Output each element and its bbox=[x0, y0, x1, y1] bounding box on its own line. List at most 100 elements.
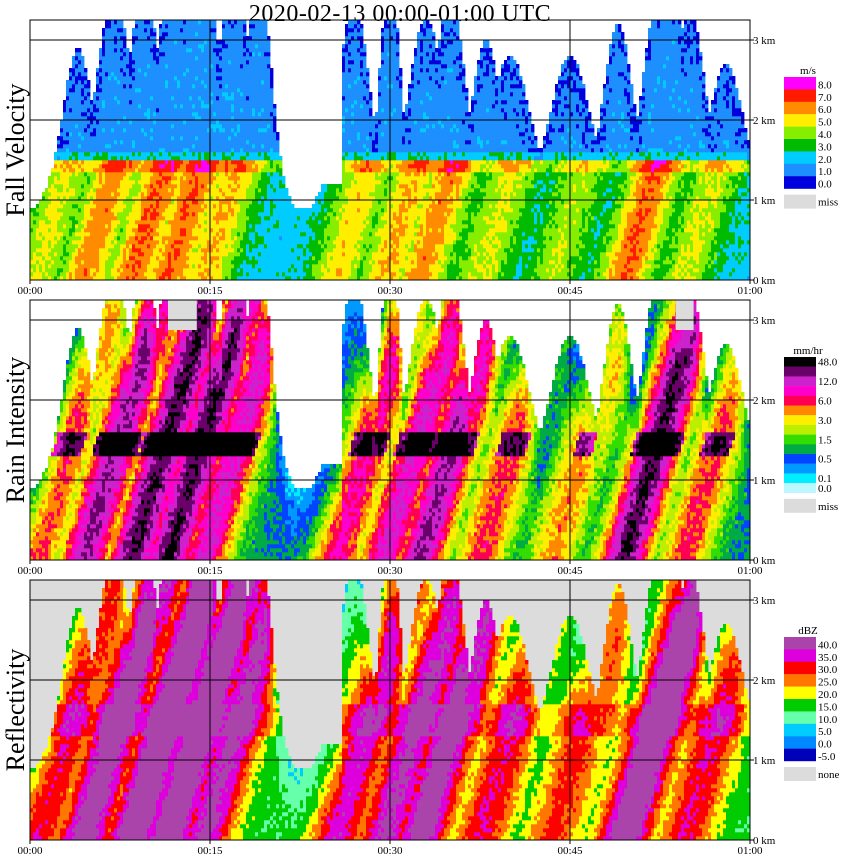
heatmap-cell bbox=[267, 128, 270, 132]
heatmap-cell bbox=[237, 140, 240, 144]
heatmap-cell bbox=[135, 88, 138, 92]
heatmap-cell bbox=[198, 268, 201, 272]
heatmap-cell bbox=[249, 124, 252, 128]
heatmap-cell bbox=[225, 224, 228, 228]
heatmap-cell bbox=[222, 120, 225, 124]
heatmap-cell bbox=[111, 240, 114, 244]
heatmap-cell bbox=[120, 172, 123, 176]
heatmap-cell bbox=[138, 136, 141, 140]
heatmap-cell bbox=[177, 60, 180, 64]
heatmap-cell bbox=[210, 220, 213, 224]
heatmap-cell bbox=[255, 124, 258, 128]
heatmap-cell bbox=[168, 20, 171, 24]
heatmap-cell bbox=[162, 272, 165, 276]
heatmap-cell bbox=[57, 180, 60, 184]
heatmap-cell bbox=[54, 208, 57, 212]
heatmap-cell bbox=[252, 268, 255, 272]
heatmap-cell bbox=[93, 260, 96, 264]
heatmap-cell bbox=[273, 208, 276, 212]
heatmap-cell bbox=[75, 192, 78, 196]
heatmap-cell bbox=[84, 76, 87, 80]
heatmap-cell bbox=[306, 268, 309, 272]
heatmap-cell bbox=[234, 136, 237, 140]
heatmap-cell bbox=[123, 72, 126, 76]
heatmap-cell bbox=[189, 56, 192, 60]
heatmap-cell bbox=[222, 60, 225, 64]
heatmap-cell bbox=[54, 264, 57, 268]
heatmap-cell bbox=[240, 132, 243, 136]
heatmap-cell bbox=[225, 244, 228, 248]
heatmap-cell bbox=[141, 260, 144, 264]
heatmap-cell bbox=[249, 224, 252, 228]
heatmap-cell bbox=[264, 168, 267, 172]
heatmap-cell bbox=[63, 176, 66, 180]
heatmap-cell bbox=[204, 176, 207, 180]
heatmap-cell bbox=[204, 252, 207, 256]
heatmap-cell bbox=[318, 268, 321, 272]
heatmap-cell bbox=[129, 76, 132, 80]
heatmap-cell bbox=[150, 256, 153, 260]
heatmap-cell bbox=[183, 104, 186, 108]
heatmap-cell bbox=[138, 236, 141, 240]
heatmap-cell bbox=[252, 164, 255, 168]
heatmap-cell bbox=[240, 192, 243, 196]
heatmap-cell bbox=[255, 272, 258, 276]
heatmap-cell bbox=[120, 156, 123, 160]
heatmap-cell bbox=[66, 92, 69, 96]
heatmap-cell bbox=[231, 120, 234, 124]
heatmap-cell bbox=[237, 216, 240, 220]
heatmap-cell bbox=[312, 252, 315, 256]
heatmap-cell bbox=[177, 28, 180, 32]
heatmap-cell bbox=[108, 104, 111, 108]
heatmap-cell bbox=[114, 252, 117, 256]
heatmap-cell bbox=[171, 264, 174, 268]
heatmap-cell bbox=[294, 212, 297, 216]
heatmap-cell bbox=[186, 44, 189, 48]
heatmap-cell bbox=[60, 132, 63, 136]
heatmap-cell bbox=[240, 244, 243, 248]
heatmap-cell bbox=[126, 176, 129, 180]
heatmap-cell bbox=[132, 124, 135, 128]
heatmap-cell bbox=[129, 172, 132, 176]
heatmap-cell bbox=[234, 232, 237, 236]
heatmap-cell bbox=[195, 156, 198, 160]
heatmap-cell bbox=[132, 40, 135, 44]
heatmap-cell bbox=[156, 100, 159, 104]
heatmap-cell bbox=[33, 236, 36, 240]
heatmap-cell bbox=[75, 216, 78, 220]
heatmap-cell bbox=[69, 164, 72, 168]
heatmap-cell bbox=[198, 96, 201, 100]
heatmap-cell bbox=[258, 204, 261, 208]
heatmap-cell bbox=[111, 76, 114, 80]
heatmap-cell bbox=[126, 136, 129, 140]
heatmap-cell bbox=[123, 248, 126, 252]
heatmap-cell bbox=[78, 232, 81, 236]
heatmap-cell bbox=[192, 20, 195, 24]
heatmap-cell bbox=[231, 176, 234, 180]
heatmap-cell bbox=[120, 28, 123, 32]
heatmap-cell bbox=[57, 164, 60, 168]
heatmap-cell bbox=[135, 180, 138, 184]
heatmap-cell bbox=[246, 92, 249, 96]
heatmap-cell bbox=[114, 108, 117, 112]
heatmap-cell bbox=[192, 88, 195, 92]
heatmap-cell bbox=[78, 264, 81, 268]
heatmap-cell bbox=[174, 140, 177, 144]
heatmap-cell bbox=[177, 140, 180, 144]
heatmap-cell bbox=[111, 112, 114, 116]
heatmap-cell bbox=[66, 132, 69, 136]
heatmap-cell bbox=[81, 192, 84, 196]
heatmap-cell bbox=[249, 68, 252, 72]
heatmap-cell bbox=[105, 120, 108, 124]
heatmap-cell bbox=[117, 88, 120, 92]
heatmap-cell bbox=[99, 160, 102, 164]
heatmap-cell bbox=[165, 88, 168, 92]
heatmap-cell bbox=[117, 152, 120, 156]
heatmap-cell bbox=[186, 240, 189, 244]
heatmap-cell bbox=[264, 124, 267, 128]
heatmap-cell bbox=[102, 224, 105, 228]
heatmap-cell bbox=[171, 152, 174, 156]
heatmap-cell bbox=[66, 168, 69, 172]
heatmap-cell bbox=[72, 168, 75, 172]
heatmap-cell bbox=[147, 268, 150, 272]
